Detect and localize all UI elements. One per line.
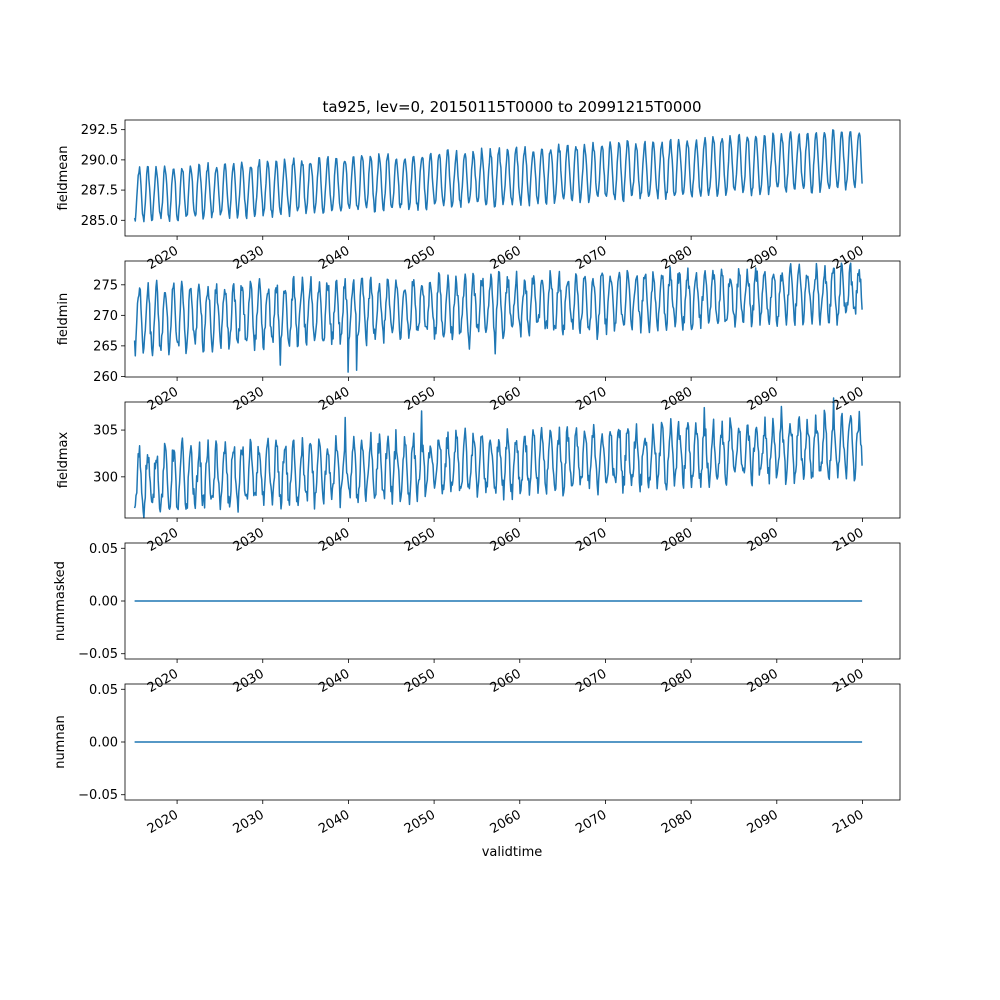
x-tick-label: 2090 xyxy=(745,243,781,273)
subplots: 285.0 287.5 290.0 292.5 fieldmean 2020 2030 204… xyxy=(53,119,901,837)
y-axis-label: fieldmax xyxy=(56,432,71,489)
y-tick-label: 270 xyxy=(93,309,118,324)
axes-frame xyxy=(124,260,901,378)
x-tick-label: 2040 xyxy=(316,243,352,273)
y-axis-label: numnan xyxy=(53,715,68,769)
x-tick-label: 2070 xyxy=(573,525,609,555)
x-tick-label: 2080 xyxy=(659,666,695,696)
x-tick-label: 2060 xyxy=(488,807,524,837)
x-tick-label: 2060 xyxy=(488,666,524,696)
x-tick-label: 2100 xyxy=(830,525,866,555)
x-tick-label: 2020 xyxy=(145,807,181,837)
x-tick-label: 2020 xyxy=(145,243,181,273)
x-tick-label: 2020 xyxy=(145,666,181,696)
x-tick-label: 2100 xyxy=(830,807,866,837)
x-tick-label: 2090 xyxy=(745,666,781,696)
axes-frame xyxy=(124,401,901,519)
x-tick-label: 2080 xyxy=(659,243,695,273)
x-tick-label: 2100 xyxy=(830,666,866,696)
x-tick-label: 2020 xyxy=(145,525,181,555)
y-tick-label: 305 xyxy=(93,424,118,439)
series-line-fieldmean xyxy=(133,129,863,223)
x-tick-label: 2050 xyxy=(402,384,438,414)
y-tick-label: 0.05 xyxy=(89,683,118,698)
x-tick-label: 2060 xyxy=(488,525,524,555)
subplot-numnan: −0.05 0.00 0.05 numnan 2020 2030 2040 2050 2060 2… xyxy=(53,683,901,837)
y-tick-label: 0.00 xyxy=(89,736,118,751)
x-tick-label: 2080 xyxy=(659,525,695,555)
x-axis-label: validtime xyxy=(482,845,543,860)
x-tick-label: 2050 xyxy=(402,807,438,837)
x-tick-label: 2090 xyxy=(745,525,781,555)
x-tick-label: 2030 xyxy=(231,666,267,696)
subplot-fieldmean: 285.0 287.5 290.0 292.5 fieldmean 2020 2030 204… xyxy=(56,119,901,273)
x-tick-label: 2100 xyxy=(830,384,866,414)
x-tick-label: 2040 xyxy=(316,384,352,414)
x-tick-label: 2040 xyxy=(316,666,352,696)
subplot-fieldmin: 260 265 270 275 fieldmin 2020 2030 2040 2050 2060… xyxy=(56,260,901,414)
y-tick-label: 292.5 xyxy=(81,123,118,138)
x-tick-label: 2090 xyxy=(745,384,781,414)
x-tick-label: 2070 xyxy=(573,666,609,696)
y-tick-label: 275 xyxy=(93,278,118,293)
y-tick-label: 260 xyxy=(93,370,118,385)
y-tick-label: 300 xyxy=(93,470,118,485)
x-tick-label: 2070 xyxy=(573,807,609,837)
series-line-fieldmin xyxy=(133,262,863,373)
y-tick-label: −0.05 xyxy=(78,788,118,803)
x-tick-label: 2040 xyxy=(316,807,352,837)
x-tick-label: 2030 xyxy=(231,525,267,555)
x-tick-label: 2060 xyxy=(488,243,524,273)
y-tick-label: 0.00 xyxy=(89,595,118,610)
x-tick-label: 2030 xyxy=(231,807,267,837)
x-tick-label: 2030 xyxy=(231,243,267,273)
x-tick-label: 2040 xyxy=(316,525,352,555)
y-tick-label: 290.0 xyxy=(81,153,118,168)
axes-frame xyxy=(124,119,901,237)
x-tick-label: 2070 xyxy=(573,384,609,414)
x-tick-label: 2050 xyxy=(402,525,438,555)
y-tick-label: 0.05 xyxy=(89,542,118,557)
y-tick-label: −0.05 xyxy=(78,647,118,662)
chart-title: ta925, lev=0, 20150115T0000 to 20991215T… xyxy=(322,98,701,116)
x-tick-label: 2050 xyxy=(402,666,438,696)
x-tick-label: 2070 xyxy=(573,243,609,273)
subplot-fieldmax: 300 305 fieldmax 2020 2030 2040 2050 2060 2070 20… xyxy=(56,397,901,555)
y-tick-label: 287.5 xyxy=(81,184,118,199)
x-tick-label: 2080 xyxy=(659,807,695,837)
y-axis-label: fieldmin xyxy=(56,293,71,346)
x-tick-label: 2050 xyxy=(402,243,438,273)
y-tick-label: 285.0 xyxy=(81,214,118,229)
x-tick-label: 2100 xyxy=(830,243,866,273)
x-tick-label: 2080 xyxy=(659,384,695,414)
x-tick-label: 2090 xyxy=(745,807,781,837)
series-line-fieldmax xyxy=(133,397,863,519)
y-tick-label: 265 xyxy=(93,339,118,354)
y-axis-label: fieldmean xyxy=(56,146,71,211)
y-axis-label: nummasked xyxy=(53,561,68,641)
subplot-nummasked: −0.05 0.00 0.05 nummasked 2020 2030 2040 2050 20… xyxy=(53,542,901,696)
x-tick-label: 2060 xyxy=(488,384,524,414)
x-tick-label: 2020 xyxy=(145,384,181,414)
x-tick-label: 2030 xyxy=(231,384,267,414)
